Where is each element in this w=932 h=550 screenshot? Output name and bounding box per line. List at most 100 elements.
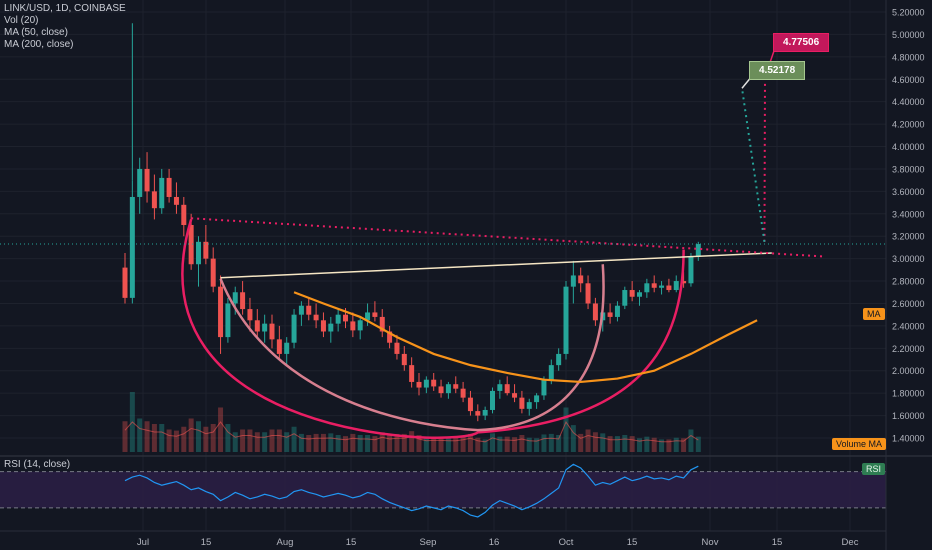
- volume-bar: [284, 432, 290, 452]
- vol-indicator[interactable]: Vol (20): [4, 15, 39, 26]
- candle-body: [460, 388, 466, 398]
- candle-body: [291, 314, 297, 343]
- volume-ma-tag: Volume MA: [832, 438, 887, 450]
- volume-bar: [629, 436, 635, 452]
- volume-bar: [570, 425, 576, 452]
- price-tick-label: 5.20000: [892, 8, 925, 18]
- volume-bar: [313, 433, 319, 452]
- volume-bar: [673, 437, 679, 452]
- candle-body: [357, 320, 363, 331]
- time-tick-label: 16: [489, 537, 500, 548]
- ma50-curve: [293, 291, 758, 384]
- volume-bar: [681, 438, 687, 452]
- ma50-indicator[interactable]: MA (50, close): [4, 27, 68, 38]
- candle-body: [423, 379, 429, 388]
- candle-body: [173, 196, 179, 205]
- candle-body: [409, 365, 415, 382]
- symbol-title[interactable]: LINK/USD, 1D, COINBASE: [4, 3, 126, 14]
- candle-body: [401, 353, 407, 366]
- candle-body: [394, 342, 400, 354]
- candle-body: [519, 397, 525, 409]
- price-tick-label: 3.80000: [892, 164, 925, 174]
- volume-bar: [651, 437, 657, 452]
- candle-body: [276, 339, 282, 354]
- volume-bar: [644, 436, 650, 452]
- candle-body: [504, 384, 510, 394]
- candle-body: [497, 384, 503, 391]
- price-tick-label: 4.60000: [892, 75, 925, 85]
- candle-body: [570, 275, 576, 287]
- candle-body: [320, 320, 326, 332]
- candle-body: [592, 303, 598, 321]
- candle-body: [666, 285, 672, 291]
- candle-body: [453, 384, 459, 389]
- time-axis[interactable]: Jul 15 Aug 15 Sep 16 Oct 15 Nov 15 Dec: [0, 530, 886, 548]
- volume-bar: [151, 424, 157, 452]
- volume-bar: [328, 433, 334, 452]
- candle-body: [379, 316, 385, 332]
- volume-bar: [637, 438, 642, 452]
- candle-body: [365, 312, 371, 321]
- volume-bar: [423, 437, 429, 452]
- volume-bar: [262, 432, 268, 452]
- rsi-indicator[interactable]: RSI (14, close): [4, 459, 71, 470]
- volume-bar: [548, 433, 554, 452]
- price-tick-label: 2.40000: [892, 321, 925, 331]
- volume-bar: [291, 426, 297, 452]
- volume-bar: [467, 433, 473, 452]
- candle-body: [637, 292, 642, 297]
- candle-body: [188, 225, 194, 265]
- volume-bar: [335, 435, 341, 452]
- volume-bar: [203, 426, 209, 452]
- price-tick-label: 4.40000: [892, 97, 925, 107]
- volume-bar: [306, 435, 312, 452]
- volume-bar: [166, 429, 172, 452]
- candle-body: [490, 390, 495, 410]
- candle-body: [137, 168, 143, 197]
- target-low-projection: [741, 88, 766, 242]
- time-tick-label: 15: [772, 537, 783, 548]
- volume-bar: [541, 434, 547, 452]
- price-tick-label: 2.00000: [892, 366, 925, 376]
- candle-body: [578, 275, 584, 284]
- candle-body: [122, 267, 128, 298]
- candle-body: [467, 397, 473, 412]
- ma-axis-tag: MA: [863, 308, 885, 320]
- candle-body: [196, 241, 201, 265]
- time-tick-label: 15: [627, 537, 638, 548]
- volume-bar: [394, 433, 400, 452]
- target-label-low[interactable]: 4.52178: [749, 61, 806, 80]
- price-tick-label: 4.20000: [892, 120, 925, 130]
- candle-body: [306, 305, 312, 315]
- time-tick-label: Dec: [842, 537, 859, 548]
- candle-body: [343, 314, 348, 322]
- candle-body: [673, 281, 679, 291]
- candle-body: [534, 395, 540, 403]
- volume-bar: [556, 435, 562, 452]
- price-axis[interactable]: 5.20000 5.00000 4.80000 4.60000 4.40000 4.200…: [885, 0, 925, 550]
- candle-body: [240, 292, 246, 310]
- volume-bar: [122, 421, 128, 452]
- candle-body: [203, 241, 209, 259]
- candle-body: [563, 286, 569, 354]
- candle-body: [438, 386, 444, 394]
- volume-bars: [122, 392, 701, 452]
- candle-body: [313, 314, 319, 321]
- volume-bar: [445, 437, 451, 452]
- volume-bar: [614, 436, 620, 452]
- volume-bar: [240, 429, 246, 452]
- volume-bar: [137, 418, 143, 452]
- volume-bar: [247, 429, 253, 452]
- price-tick-label: 3.00000: [892, 254, 925, 264]
- candle-body: [614, 305, 620, 317]
- ma200-indicator[interactable]: MA (200, close): [4, 39, 74, 50]
- price-tick-label: 3.60000: [892, 187, 925, 197]
- target-label-high[interactable]: 4.77506: [773, 33, 830, 52]
- candle-body: [482, 409, 488, 416]
- volume-bar: [173, 430, 179, 452]
- volume-bar: [607, 436, 613, 452]
- candle-body: [659, 285, 665, 288]
- volume-bar: [431, 437, 437, 452]
- volume-bar: [276, 429, 282, 452]
